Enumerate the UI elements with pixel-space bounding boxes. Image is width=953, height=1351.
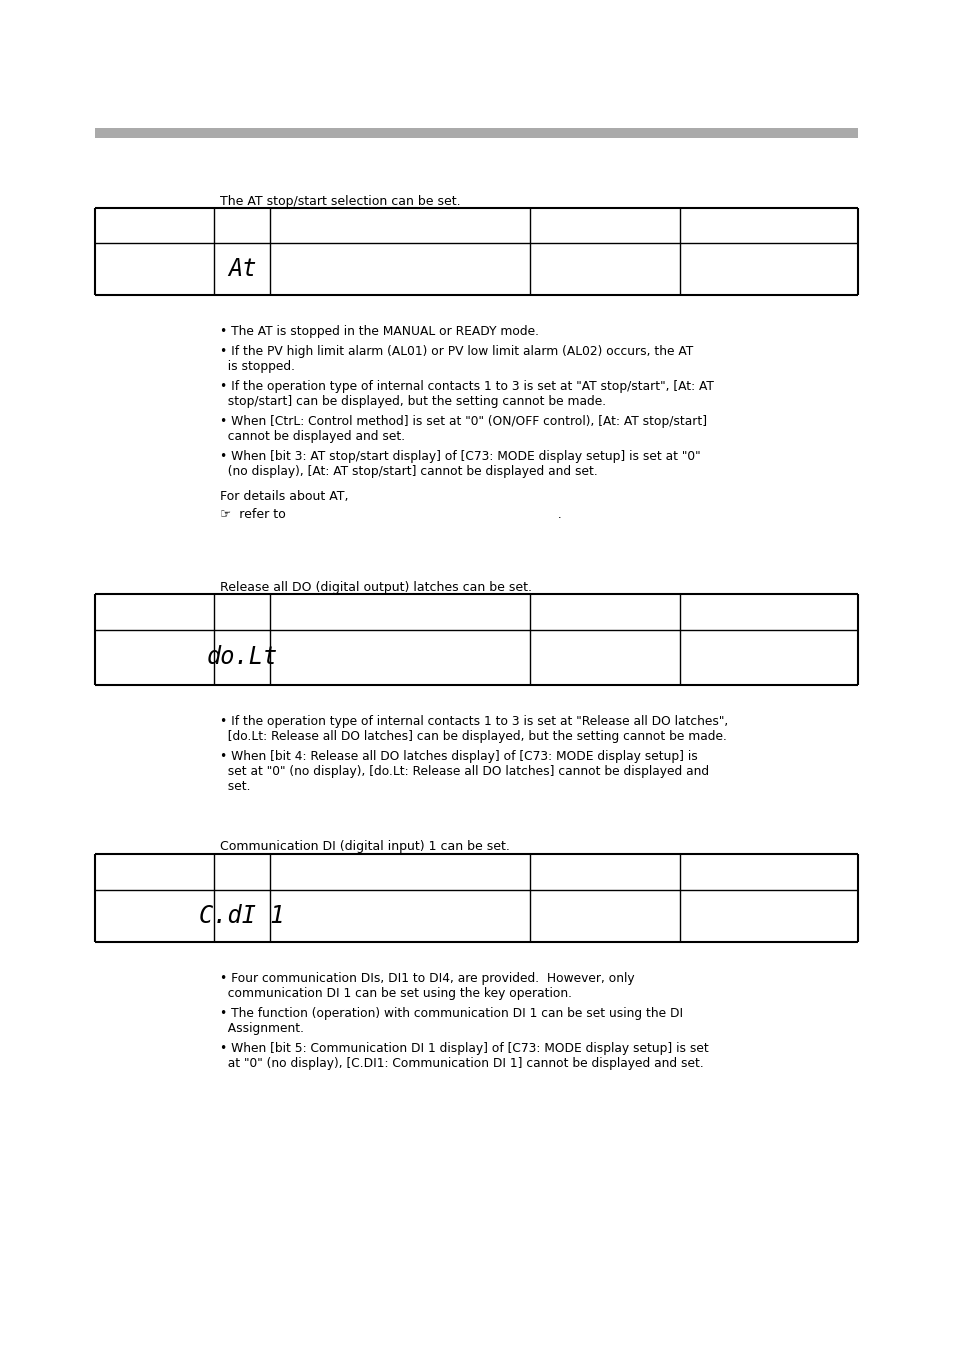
Text: • If the PV high limit alarm (AL01) or PV low limit alarm (AL02) occurs, the AT: • If the PV high limit alarm (AL01) or P… bbox=[220, 345, 693, 358]
Text: Assignment.: Assignment. bbox=[220, 1021, 304, 1035]
Text: • The function (operation) with communication DI 1 can be set using the DI: • The function (operation) with communic… bbox=[220, 1006, 682, 1020]
Text: At: At bbox=[228, 257, 256, 281]
Text: • When [bit 5: Communication DI 1 display] of [C73: MODE display setup] is set: • When [bit 5: Communication DI 1 displa… bbox=[220, 1042, 708, 1055]
Text: • When [bit 3: AT stop/start display] of [C73: MODE display setup] is set at "0": • When [bit 3: AT stop/start display] of… bbox=[220, 450, 700, 463]
Text: at "0" (no display), [C.DI1: Communication DI 1] cannot be displayed and set.: at "0" (no display), [C.DI1: Communicati… bbox=[220, 1056, 703, 1070]
Text: (no display), [At: AT stop/start] cannot be displayed and set.: (no display), [At: AT stop/start] cannot… bbox=[220, 465, 598, 478]
Text: do.Lt: do.Lt bbox=[206, 646, 277, 670]
Text: ☞  refer to                                                                    .: ☞ refer to . bbox=[220, 508, 561, 521]
Text: Release all DO (digital output) latches can be set.: Release all DO (digital output) latches … bbox=[220, 581, 532, 594]
Text: • When [bit 4: Release all DO latches display] of [C73: MODE display setup] is: • When [bit 4: Release all DO latches di… bbox=[220, 750, 697, 763]
Text: C.dI 1: C.dI 1 bbox=[199, 904, 284, 928]
Text: The AT stop/start selection can be set.: The AT stop/start selection can be set. bbox=[220, 195, 460, 208]
Text: • If the operation type of internal contacts 1 to 3 is set at "Release all DO la: • If the operation type of internal cont… bbox=[220, 715, 727, 728]
Text: Communication DI (digital input) 1 can be set.: Communication DI (digital input) 1 can b… bbox=[220, 840, 509, 852]
Text: • When [CtrL: Control method] is set at "0" (ON/OFF control), [At: AT stop/start: • When [CtrL: Control method] is set at … bbox=[220, 415, 706, 428]
Bar bbox=[95, 128, 857, 138]
Text: cannot be displayed and set.: cannot be displayed and set. bbox=[220, 430, 405, 443]
Text: is stopped.: is stopped. bbox=[220, 359, 294, 373]
Text: stop/start] can be displayed, but the setting cannot be made.: stop/start] can be displayed, but the se… bbox=[220, 394, 605, 408]
Text: communication DI 1 can be set using the key operation.: communication DI 1 can be set using the … bbox=[220, 988, 572, 1000]
Text: • If the operation type of internal contacts 1 to 3 is set at "AT stop/start", [: • If the operation type of internal cont… bbox=[220, 380, 713, 393]
Text: • Four communication DIs, DI1 to DI4, are provided.  However, only: • Four communication DIs, DI1 to DI4, ar… bbox=[220, 971, 634, 985]
Text: For details about AT,: For details about AT, bbox=[220, 490, 348, 503]
Text: set.: set. bbox=[220, 780, 251, 793]
Text: • The AT is stopped in the MANUAL or READY mode.: • The AT is stopped in the MANUAL or REA… bbox=[220, 326, 538, 338]
Text: set at "0" (no display), [do.Lt: Release all DO latches] cannot be displayed and: set at "0" (no display), [do.Lt: Release… bbox=[220, 765, 708, 778]
Text: [do.Lt: Release all DO latches] can be displayed, but the setting cannot be made: [do.Lt: Release all DO latches] can be d… bbox=[220, 730, 726, 743]
